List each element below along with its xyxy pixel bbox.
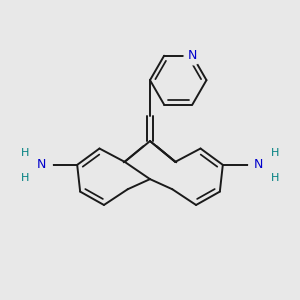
- Text: N: N: [254, 158, 263, 171]
- Text: H: H: [271, 173, 279, 183]
- Text: H: H: [21, 173, 29, 183]
- Text: H: H: [21, 148, 29, 158]
- Text: H: H: [271, 148, 279, 158]
- Text: N: N: [188, 49, 197, 62]
- Text: N: N: [37, 158, 46, 171]
